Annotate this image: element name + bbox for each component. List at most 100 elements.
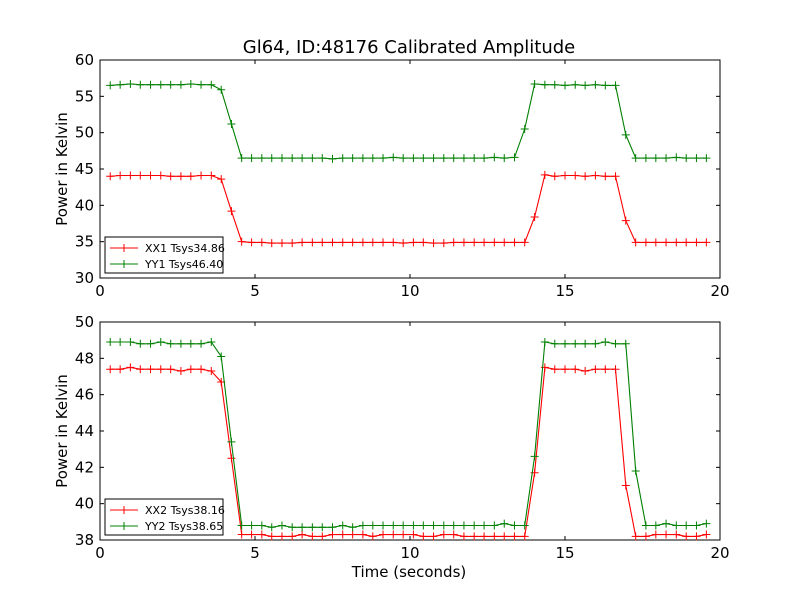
data-point [156, 337, 165, 346]
data-point [247, 530, 256, 539]
data-point [116, 80, 125, 89]
data-point [662, 530, 671, 539]
data-point [207, 80, 216, 89]
data-point [641, 521, 650, 530]
x-tick-label: 20 [710, 544, 729, 562]
legend-label: XX2 Tsys38.16 [145, 504, 225, 517]
data-point [116, 365, 125, 374]
data-point [217, 85, 226, 94]
data-point [510, 532, 519, 541]
data-point [571, 80, 580, 89]
data-point [611, 365, 620, 374]
data-point [702, 530, 711, 539]
data-point [449, 530, 458, 539]
y-tick-label: 45 [75, 160, 94, 178]
data-point [490, 521, 499, 530]
y-tick-label: 35 [75, 233, 94, 251]
data-point [197, 171, 206, 180]
data-point [328, 154, 337, 163]
data-point [146, 80, 155, 89]
data-point [419, 238, 428, 247]
data-point [550, 365, 559, 374]
data-point [186, 172, 195, 181]
data-point [389, 153, 398, 162]
data-point [651, 521, 660, 530]
data-point [672, 521, 681, 530]
data-point [662, 154, 671, 163]
data-point [449, 521, 458, 530]
data-point [267, 532, 276, 541]
data-point [399, 521, 408, 530]
data-point [227, 437, 236, 446]
data-point [490, 532, 499, 541]
data-point [176, 172, 185, 181]
data-point [176, 339, 185, 348]
data-point [227, 119, 236, 128]
figure-title: Gl64, ID:48176 Calibrated Amplitude [243, 37, 576, 58]
data-point [166, 80, 175, 89]
data-point [368, 521, 377, 530]
data-point [480, 238, 489, 247]
data-point [207, 367, 216, 376]
data-point [540, 170, 549, 179]
data-point [348, 523, 357, 532]
x-tick-label: 10 [400, 544, 419, 562]
data-point [611, 172, 620, 181]
data-point [480, 154, 489, 163]
data-point [389, 238, 398, 247]
data-point [156, 171, 165, 180]
data-point [136, 339, 145, 348]
data-point [702, 238, 711, 247]
data-point [338, 530, 347, 539]
data-point [166, 339, 175, 348]
data-point [136, 171, 145, 180]
data-point [288, 239, 297, 248]
data-point [126, 337, 135, 346]
data-point [581, 367, 590, 376]
x-tick-label: 5 [250, 544, 260, 562]
data-point [439, 530, 448, 539]
y-axis-label: Power in Kelvin [53, 374, 71, 488]
data-point [288, 532, 297, 541]
data-point [500, 238, 509, 247]
data-point [470, 154, 479, 163]
y-tick-label: 50 [75, 313, 94, 331]
data-point [277, 239, 286, 248]
data-point [318, 532, 327, 541]
data-point [227, 207, 236, 216]
data-point [520, 532, 529, 541]
data-point [288, 154, 297, 163]
data-point [561, 365, 569, 374]
data-point [106, 172, 115, 181]
data-point [662, 238, 671, 247]
data-point [368, 532, 377, 541]
data-point [550, 80, 559, 89]
data-point [379, 154, 388, 163]
data-point [338, 521, 347, 530]
data-point [611, 339, 620, 348]
data-point [267, 154, 276, 163]
data-point [631, 532, 640, 541]
data-point [136, 80, 145, 89]
x-tick-label: 15 [555, 282, 574, 300]
y-axis-label: Power in Kelvin [53, 112, 71, 226]
x-tick-label: 15 [555, 544, 574, 562]
data-point [561, 339, 569, 348]
data-point [227, 454, 236, 463]
data-point [459, 532, 468, 541]
data-point [308, 523, 317, 532]
data-point [581, 81, 590, 90]
data-point [298, 154, 307, 163]
data-point [328, 530, 337, 539]
data-point [459, 238, 468, 247]
data-point [237, 237, 246, 246]
data-point [217, 352, 226, 361]
data-point [621, 481, 630, 490]
data-point [631, 466, 640, 475]
data-point [186, 339, 195, 348]
data-point [257, 154, 266, 163]
data-point [520, 125, 529, 134]
data-point [459, 521, 468, 530]
data-point [449, 154, 458, 163]
